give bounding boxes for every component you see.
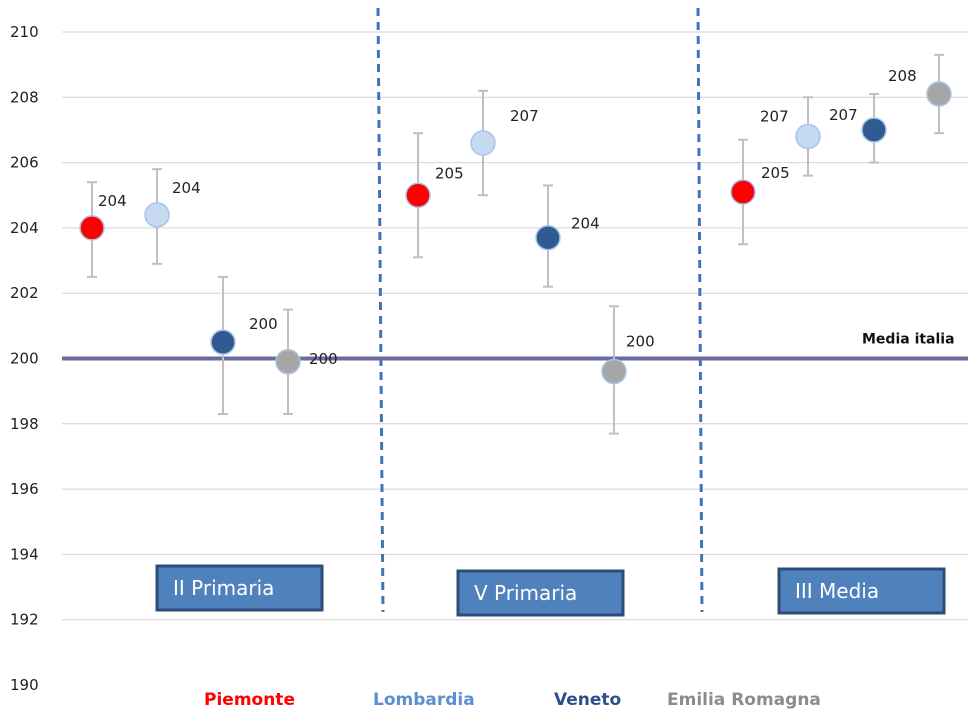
data-point bbox=[470, 130, 496, 156]
y-tick-label: 202 bbox=[10, 284, 39, 302]
y-tick-label: 200 bbox=[10, 350, 39, 368]
data-label: 204 bbox=[571, 215, 600, 233]
data-label: 205 bbox=[761, 164, 790, 182]
data-label: 207 bbox=[829, 106, 858, 124]
y-axis-ticks: 190 192 194 196 198 200 202 204 206 208 210 bbox=[10, 23, 39, 694]
data-label: 204 bbox=[172, 179, 201, 197]
y-tick-label: 196 bbox=[10, 480, 39, 498]
data-label: 200 bbox=[626, 333, 655, 351]
group-label: III Media bbox=[795, 579, 879, 603]
legend-entry: Veneto bbox=[554, 690, 621, 710]
data-label: 200 bbox=[249, 315, 278, 333]
group-label-box bbox=[155, 564, 324, 612]
data-point bbox=[861, 117, 887, 143]
legend: Piemonte Lombardia Veneto Emilia Romagna bbox=[204, 690, 821, 710]
y-tick-label: 210 bbox=[10, 23, 39, 41]
group-separator bbox=[696, 7, 704, 613]
legend-entry: Lombardia bbox=[373, 690, 475, 710]
legend-entry: Emilia Romagna bbox=[667, 690, 821, 710]
group-label-box bbox=[777, 567, 946, 615]
y-tick-label: 208 bbox=[10, 88, 39, 106]
data-label: 207 bbox=[510, 107, 539, 125]
data-point bbox=[144, 202, 170, 228]
data-point bbox=[926, 81, 952, 107]
group-label: II Primaria bbox=[173, 576, 274, 600]
data-point bbox=[795, 123, 821, 150]
data-label: 207 bbox=[760, 107, 789, 125]
y-tick-label: 190 bbox=[10, 676, 39, 694]
data-label: 200 bbox=[309, 350, 338, 368]
legend-entry: Piemonte bbox=[204, 690, 295, 710]
data-points: 204 205 205 204 207 207 200 204 207 200 200 208 bbox=[79, 53, 952, 435]
group-separator bbox=[376, 7, 385, 613]
data-point bbox=[79, 215, 105, 241]
y-tick-label: 198 bbox=[10, 415, 39, 433]
data-point bbox=[730, 179, 756, 205]
data-label: 205 bbox=[435, 164, 464, 182]
y-tick-label: 206 bbox=[10, 154, 39, 172]
y-tick-label: 204 bbox=[10, 219, 39, 237]
data-point bbox=[405, 182, 431, 208]
data-point bbox=[210, 329, 236, 355]
group-label-box bbox=[456, 569, 625, 617]
group-label: V Primaria bbox=[474, 581, 577, 605]
data-point bbox=[601, 358, 627, 385]
reference-line-label: Media italia bbox=[862, 332, 955, 348]
y-tick-label: 194 bbox=[10, 545, 39, 563]
y-tick-label: 192 bbox=[10, 611, 39, 629]
data-point bbox=[535, 224, 561, 251]
data-label: 204 bbox=[98, 192, 127, 210]
data-label: 208 bbox=[888, 67, 917, 85]
data-point bbox=[275, 349, 301, 375]
